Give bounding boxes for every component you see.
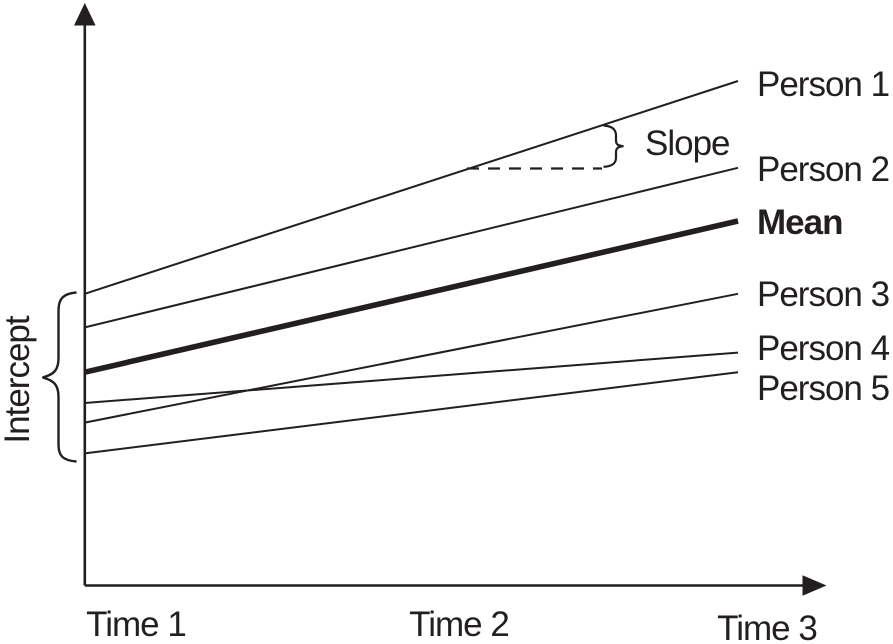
- series-label-person-4: Person 4: [757, 329, 890, 368]
- y-axis-arrowhead-icon: [74, 3, 96, 26]
- series-line-person-5: [84, 371, 739, 455]
- series-label-person-2: Person 2: [757, 150, 889, 189]
- x-tick-label-time-1: Time 1: [86, 605, 186, 644]
- intercept-label: Intercept: [0, 315, 37, 443]
- series-line-mean: [84, 218, 739, 375]
- intercept-brace: [42, 291, 77, 463]
- x-tick-labels: Time 1 Time 2 Time 3: [86, 605, 818, 644]
- slope-label: Slope: [645, 124, 730, 163]
- slope-annotation: Slope: [467, 124, 731, 170]
- x-tick-label-time-3: Time 3: [717, 609, 817, 644]
- series-label-person-5: Person 5: [757, 369, 889, 408]
- series-line-person-2: [84, 166, 739, 329]
- x-axis-arrowhead-icon: [802, 575, 827, 596]
- series-lines-layer: [84, 80, 739, 455]
- series-line-person-4: [84, 351, 739, 404]
- series-line-person-1: [84, 80, 739, 295]
- x-tick-label-time-2: Time 2: [409, 605, 509, 644]
- series-label-person-3: Person 3: [757, 275, 889, 314]
- slope-brace: [603, 124, 624, 168]
- series-labels-layer: Person 1 Person 2 Mean Person 3 Person 4Pers…: [757, 65, 891, 408]
- series-label-person-1: Person 1: [757, 65, 889, 104]
- series-line-person-3: [84, 292, 739, 424]
- intercept-annotation: Intercept: [0, 291, 77, 463]
- axes: [74, 3, 827, 596]
- series-label-mean: Mean: [757, 203, 842, 242]
